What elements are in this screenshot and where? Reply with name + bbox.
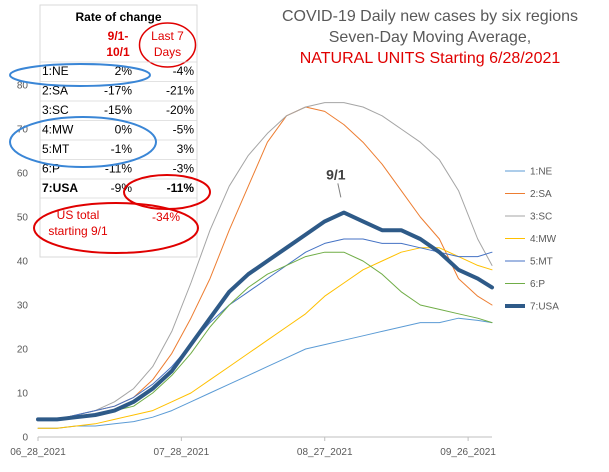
legend-label: 3:SC <box>530 212 552 223</box>
y-tick-label: 50 <box>17 213 29 224</box>
table-row-value-col2: -3% <box>173 162 195 176</box>
highlight-ellipse <box>33 202 199 254</box>
annotation-pointer <box>337 183 342 198</box>
series-layer <box>36 102 494 429</box>
legend-label: 6:P <box>530 279 545 290</box>
chart-title-line: Seven-Day Moving Average, <box>329 29 531 46</box>
highlight-ellipse <box>9 116 157 168</box>
series-line-7usa <box>36 210 494 422</box>
table-title: Rate of change <box>75 10 161 24</box>
x-tick-label: 09_26_2021 <box>440 447 496 458</box>
table-row-value-col2: -11% <box>167 181 195 195</box>
legend-label: 1:NE <box>530 167 553 178</box>
y-tick-label: 20 <box>17 345 29 356</box>
table-row-value-col1: -1% <box>111 142 133 156</box>
table-row-value-col1: -15% <box>104 103 132 117</box>
table-row-label: 5:MT <box>42 142 70 156</box>
table-note-label: US total starting 9/1 <box>48 208 108 238</box>
legend-label: 4:MW <box>530 234 557 245</box>
table-background <box>39 4 198 258</box>
x-tick-label: 07_28_2021 <box>154 447 210 458</box>
legend-label: 2:SA <box>530 189 552 200</box>
table-row-value-col2: -20% <box>166 103 194 117</box>
annotation-label: 9/1 <box>326 166 346 182</box>
chart-title: COVID-19 Daily new cases by six regions S… <box>282 8 578 67</box>
y-tick-label: 30 <box>17 301 29 312</box>
y-tick-label: 10 <box>17 389 29 400</box>
table-row-value-col2: -21% <box>166 84 194 98</box>
table-row-value-col2: -5% <box>173 123 195 137</box>
chart-title-line: COVID-19 Daily new cases by six regions <box>282 8 578 25</box>
table-row-label: 3:SC <box>42 103 69 117</box>
series-line-5mt <box>37 238 493 420</box>
table-col2-header: Last 7 Days <box>151 29 184 59</box>
table-row-value-col1: 0% <box>115 123 133 137</box>
table-row-label: 7:USA <box>42 181 78 195</box>
x-tick-label: 08_27_2021 <box>297 447 353 458</box>
legend: 1:NE 2:SA 3:SC 4:MW 5:MT 6:P 7:USA <box>505 167 559 313</box>
x-tick-label: 06_28_2021 <box>10 447 66 458</box>
axes: 0 10 20 30 40 50 60 70 80 06_28_2021 07_28_2021 08_… <box>10 81 496 459</box>
highlight-ellipse <box>138 22 197 68</box>
table-row-label: 4:MW <box>42 123 74 137</box>
series-line-6p <box>37 251 493 420</box>
y-tick-label: 40 <box>17 257 29 268</box>
y-tick-label: 0 <box>22 433 28 444</box>
table-row-value-col2: 3% <box>177 142 195 156</box>
table-row-value-col2: -4% <box>173 64 195 78</box>
annotations: 9/1 <box>326 166 346 198</box>
y-tick-label: 80 <box>17 81 29 92</box>
highlight-ellipse <box>9 63 151 87</box>
table-col1-header: 9/1-10/1 <box>106 29 130 59</box>
y-tick-label: 70 <box>17 125 29 136</box>
table-row-label: 2:SA <box>42 84 68 98</box>
series-line-3sc <box>37 102 493 420</box>
table-note-value: -34% <box>152 210 180 224</box>
legend-label: 7:USA <box>530 302 559 313</box>
y-tick-label: 60 <box>17 169 29 180</box>
table-row-label: 1:NE <box>42 64 69 78</box>
series-line-1ne <box>37 317 493 429</box>
legend-label: 5:MT <box>530 257 553 268</box>
table-row-value-col1: -17% <box>104 84 132 98</box>
series-line-4mw <box>37 247 493 429</box>
chart-title-line: NATURAL UNITS Starting 6/28/2021 <box>300 50 561 67</box>
